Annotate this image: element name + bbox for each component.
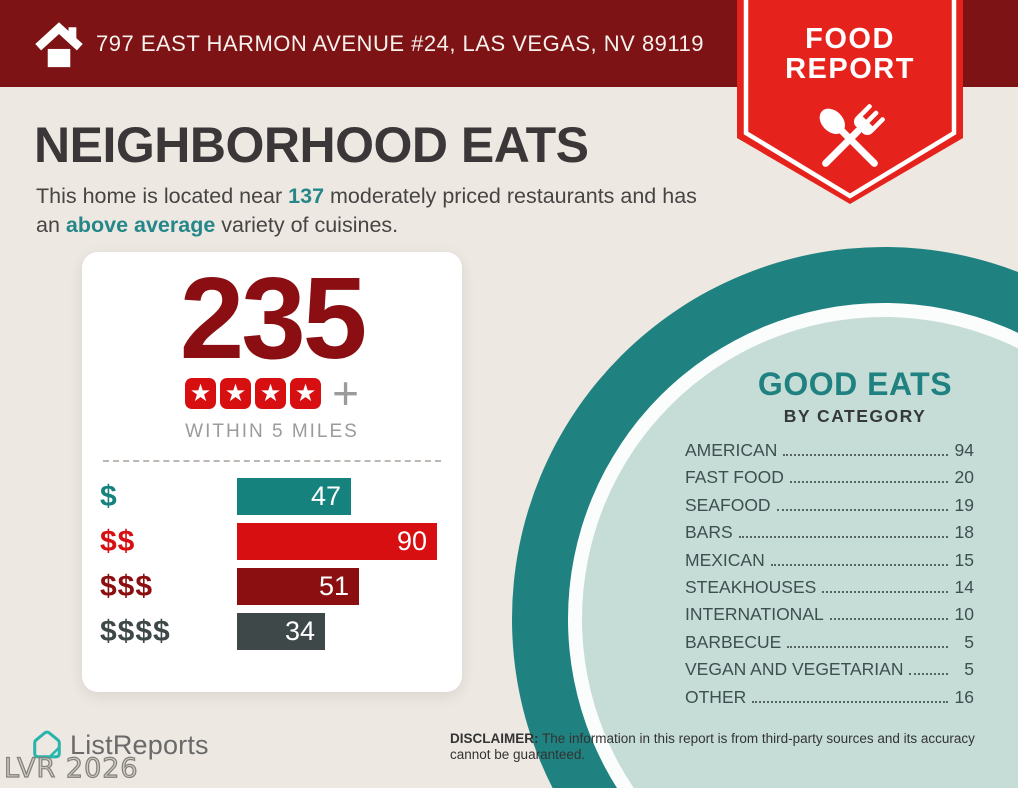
dashed-divider <box>103 460 441 462</box>
price-tier-value: 90 <box>396 526 427 556</box>
price-tier-value: 51 <box>318 571 349 601</box>
dot-leader <box>787 645 948 648</box>
dot-leader <box>738 536 948 539</box>
price-tier-bar: 51 <box>237 568 359 605</box>
crossed-fork-spoon-icon <box>819 104 885 167</box>
price-bar-row: $ 47 <box>100 478 462 515</box>
category-row: MEXICAN 15 <box>685 550 974 577</box>
category-label: INTERNATIONAL <box>685 604 824 625</box>
category-count: 16 <box>954 686 974 707</box>
dot-leader <box>789 481 948 484</box>
star-icon: ★ <box>220 378 252 409</box>
star-icon: ★ <box>290 378 322 409</box>
category-row: BARS 18 <box>685 522 974 549</box>
price-tier-bar: 34 <box>237 613 325 650</box>
ribbon-shape <box>737 0 963 204</box>
category-count: 5 <box>964 631 974 652</box>
category-count: 20 <box>954 467 974 488</box>
price-tier-label: $ <box>100 479 118 513</box>
listreports-logo: ListReports <box>30 728 209 762</box>
price-tier-label: $$ <box>100 524 136 558</box>
category-row: OTHER 16 <box>685 687 974 714</box>
category-count: 14 <box>954 576 974 597</box>
category-label: MEXICAN <box>685 549 765 570</box>
dot-leader <box>783 454 948 456</box>
good-eats-header: GOOD EATS BY CATEGORY <box>640 366 1018 427</box>
dot-leader <box>829 618 948 621</box>
subtitle-highlight: above average <box>65 213 216 238</box>
listreports-house-icon <box>33 730 61 759</box>
category-row: BARBECUE 5 <box>685 632 974 659</box>
category-label: AMERICAN <box>685 440 778 460</box>
page-subtitle: This home is located near 137 moderately… <box>36 182 726 241</box>
category-count: 5 <box>964 659 974 680</box>
category-row: AMERICAN 94 <box>685 440 974 467</box>
category-row: SEAFOOD 19 <box>685 495 974 522</box>
property-address: 797 EAST HARMON AVENUE #24, LAS VEGAS, N… <box>96 30 704 56</box>
category-row: INTERNATIONAL 10 <box>685 604 974 631</box>
page-title: NEIGHBORHOOD EATS <box>34 117 589 173</box>
good-eats-subtitle: BY CATEGORY <box>783 406 927 426</box>
plus-sign: + <box>332 367 359 419</box>
price-tier-label: $$$ <box>100 569 154 603</box>
category-row: FAST FOOD 20 <box>685 467 974 494</box>
food-report-ribbon: FOOD REPORT <box>737 0 963 206</box>
category-count: 19 <box>954 494 974 515</box>
category-count: 15 <box>954 549 974 570</box>
disclaimer-text: DISCLAIMER: The information in this repo… <box>450 731 975 763</box>
price-tier-value: 34 <box>284 616 315 646</box>
restaurant-count: 137 <box>288 184 325 208</box>
house-icon <box>35 22 83 68</box>
price-bar-row: $$$ 51 <box>100 568 462 605</box>
price-tier-bar-chart: $ 47 $$ 90 $$$ 51 <box>82 478 462 650</box>
star-rating: ★ ★ ★ ★ + <box>82 367 462 419</box>
category-count: 94 <box>954 440 974 460</box>
restaurant-stats-card: 235 ★ ★ ★ ★ + WITHIN 5 MILES $ 47 $$ 90 <box>82 252 462 692</box>
radius-label: WITHIN 5 MILES <box>185 421 359 442</box>
subtitle-post: variety of cuisines. <box>215 213 399 238</box>
star-badges: ★ ★ ★ ★ <box>185 378 322 409</box>
category-count: 18 <box>954 522 974 543</box>
category-label: BARBECUE <box>685 631 782 652</box>
category-label: STEAKHOUSES <box>685 576 817 597</box>
price-tier-label: $$$$ <box>100 614 171 648</box>
price-bar-row: $$ 90 <box>100 523 462 560</box>
dot-leader <box>770 563 948 566</box>
category-label: SEAFOOD <box>685 494 771 515</box>
price-tier-bar: 90 <box>237 523 437 560</box>
subtitle-mid: moderately priced restaurants and has an <box>36 184 697 238</box>
category-label: OTHER <box>685 686 747 707</box>
category-label: FAST FOOD <box>685 467 784 488</box>
total-restaurants-count: 235 <box>179 253 368 383</box>
brand-name: ListReports <box>70 729 209 760</box>
category-label: VEGAN AND VEGETARIAN <box>685 659 904 680</box>
dot-leader <box>752 700 948 703</box>
category-row: STEAKHOUSES 14 <box>685 577 974 604</box>
watermark: LVR 2026 <box>3 752 139 784</box>
price-tier-value: 47 <box>310 481 341 511</box>
dot-leader <box>909 673 948 676</box>
category-label: BARS <box>685 522 733 543</box>
category-row: VEGAN AND VEGETARIAN 5 <box>685 659 974 686</box>
dot-leader <box>776 508 948 511</box>
star-icon: ★ <box>185 378 217 409</box>
price-bar-row: $$$$ 34 <box>100 613 462 650</box>
ribbon-title: FOOD REPORT <box>785 23 915 86</box>
category-count: 10 <box>954 604 974 625</box>
star-icon: ★ <box>255 378 287 409</box>
good-eats-title: GOOD EATS <box>757 366 953 402</box>
dot-leader <box>822 590 948 593</box>
disclaimer-label: DISCLAIMER: <box>450 731 539 746</box>
subtitle-pre: This home is located near <box>36 184 289 208</box>
price-tier-bar: 47 <box>237 478 351 515</box>
category-list: AMERICAN 94 FAST FOOD 20 SEAFOOD 19 BARS… <box>685 440 974 714</box>
